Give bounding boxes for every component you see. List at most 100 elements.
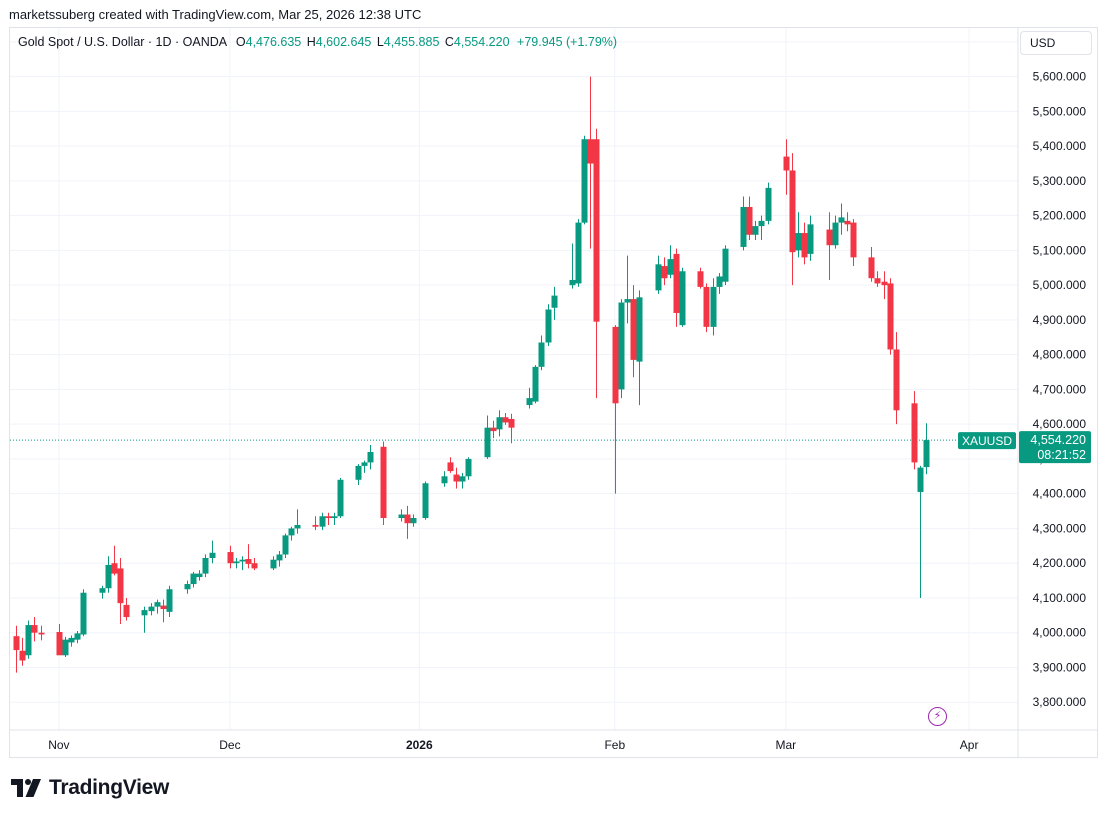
candle-body <box>697 271 704 287</box>
candle-body <box>447 462 454 472</box>
candle-body <box>667 259 674 275</box>
y-tick-label: 3,900.000 <box>1033 660 1087 674</box>
candle-body <box>710 286 717 327</box>
candle-body <box>838 217 845 223</box>
candle-body <box>801 233 808 258</box>
candle-body <box>148 606 155 612</box>
candle-body <box>581 139 588 223</box>
change-value: +79.945 (+1.79%) <box>517 35 618 49</box>
x-tick-label: 2026 <box>406 738 433 752</box>
y-tick-label: 4,800.000 <box>1033 348 1087 362</box>
candle-body <box>105 564 112 589</box>
candle-body <box>532 366 539 402</box>
candle-body <box>874 278 881 284</box>
candle-body <box>465 458 472 477</box>
y-tick-label: 4,700.000 <box>1033 382 1087 396</box>
candle-body <box>484 427 491 458</box>
candle-body <box>422 483 429 519</box>
candle-body <box>526 398 533 406</box>
x-tick-label: Apr <box>960 738 979 752</box>
y-tick-label: 4,900.000 <box>1033 313 1087 327</box>
candle-body <box>276 554 283 561</box>
candle-body <box>716 276 723 287</box>
candle-body <box>202 557 209 574</box>
y-tick-label: 5,400.000 <box>1033 139 1087 153</box>
candle-body <box>453 474 460 482</box>
candle-body <box>282 535 289 555</box>
candle-body <box>270 559 277 569</box>
candle-body <box>227 552 234 564</box>
candle-body <box>355 465 362 480</box>
candle-body <box>593 139 600 322</box>
candle-body <box>575 222 582 284</box>
close-value: 4,554.220 <box>453 35 510 49</box>
candle-body <box>410 518 417 524</box>
candle-body <box>893 349 900 411</box>
candle-body <box>881 281 888 286</box>
x-tick-label: Feb <box>604 738 625 752</box>
tradingview-logo[interactable]: TradingView <box>11 776 169 800</box>
low-label: L <box>376 35 384 49</box>
symbol-legend: Gold Spot / U.S. Dollar · 1D · OANDA O4,… <box>18 35 617 49</box>
candle-body <box>56 631 63 656</box>
open-value: 4,476.635 <box>245 35 302 49</box>
candle-body <box>25 625 32 656</box>
y-tick-label: 5,200.000 <box>1033 209 1087 223</box>
symbol-description: Gold Spot / U.S. Dollar · 1D · OANDA <box>18 35 227 49</box>
candle-body <box>441 476 448 484</box>
candle-body <box>319 516 326 527</box>
candle-body <box>361 462 368 466</box>
y-tick-label: 3,800.000 <box>1033 695 1087 709</box>
candle-body <box>38 632 45 635</box>
x-tick-label: Nov <box>48 738 69 752</box>
candle-body <box>917 467 924 492</box>
candle-body <box>294 524 301 529</box>
candle-body <box>673 253 680 313</box>
candle-body <box>722 248 729 282</box>
candle-body <box>630 299 637 360</box>
high-label: H <box>306 35 316 49</box>
candle-body <box>337 479 344 517</box>
candle-body <box>783 156 790 171</box>
candle-body <box>166 589 173 612</box>
candle-body <box>380 446 387 519</box>
y-tick-label: 4,000.000 <box>1033 626 1087 640</box>
candle-body <box>740 206 747 247</box>
candle-body <box>209 552 216 558</box>
candle-body <box>62 639 69 656</box>
lightning-bolt-icon[interactable]: ⚡︎ <box>928 707 947 726</box>
candle-body <box>233 561 240 564</box>
candle-body <box>612 326 619 404</box>
high-value: 4,602.645 <box>315 35 372 49</box>
currency-selector[interactable]: USD <box>1020 31 1092 55</box>
candle-body <box>19 650 26 661</box>
candle-body <box>13 636 20 651</box>
candle-body <box>789 170 796 253</box>
candle-body <box>569 279 576 286</box>
chart-frame[interactable] <box>9 27 1098 758</box>
candle-body <box>752 226 759 235</box>
candle-body <box>826 229 833 246</box>
candle-body <box>496 417 503 430</box>
candle-body <box>502 417 509 423</box>
candle-body <box>490 427 497 432</box>
candle-body <box>807 224 814 254</box>
ticker-tag-label: XAUUSD <box>962 434 1012 448</box>
candle-body <box>887 283 894 350</box>
candle-body <box>160 605 167 610</box>
candle-body <box>636 297 643 362</box>
y-tick-label: 4,200.000 <box>1033 556 1087 570</box>
candle-body <box>868 257 875 279</box>
tradingview-wordmark: TradingView <box>49 776 170 799</box>
candle-body <box>251 563 258 569</box>
candle-body <box>99 588 106 593</box>
x-tick-label: Dec <box>219 738 240 752</box>
candle-body <box>911 403 918 463</box>
candle-body <box>618 302 625 390</box>
price-tag-countdown: 08:21:52 <box>1037 448 1086 462</box>
candle-body <box>117 568 124 604</box>
candle-body <box>141 610 148 616</box>
candle-body <box>190 573 197 585</box>
y-tick-label: 5,100.000 <box>1033 243 1087 257</box>
